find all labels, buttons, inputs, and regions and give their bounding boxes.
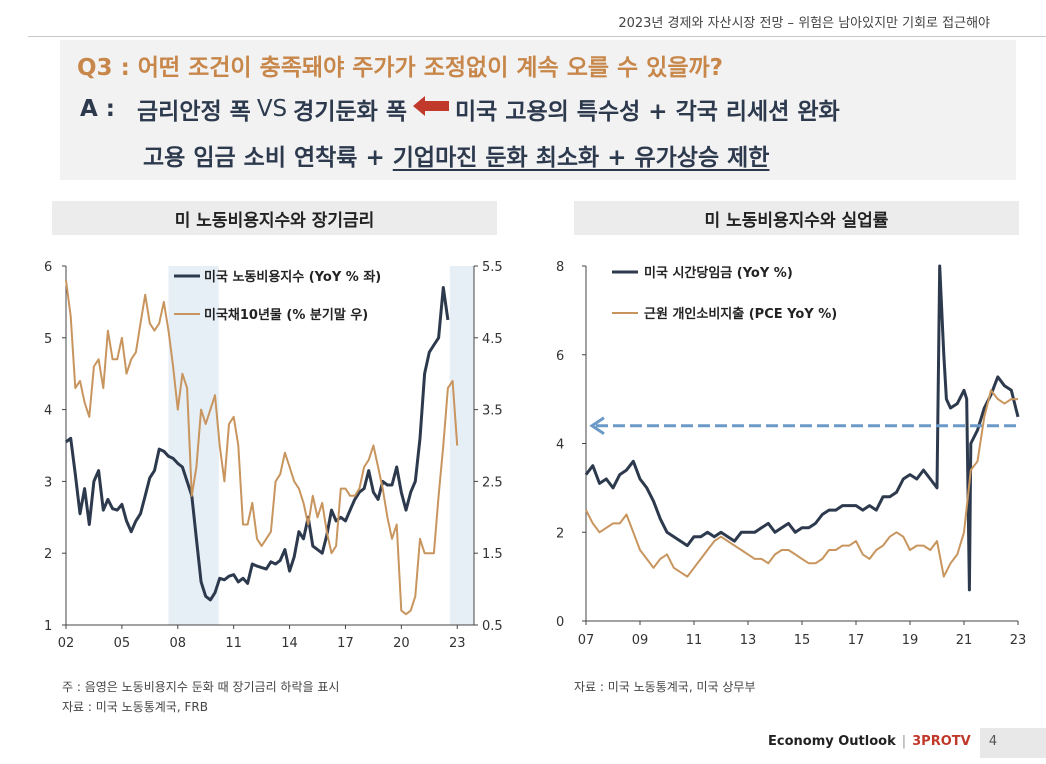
left-chart-title: 미 노동비용지수와 장기금리: [52, 201, 497, 235]
y-tick-label-left: 1: [44, 619, 52, 634]
y-tick-label: 4: [556, 438, 564, 453]
x-tick-label: 19: [902, 633, 919, 648]
y-tick-label: 2: [556, 526, 564, 541]
answer-vs: VS: [256, 96, 288, 122]
legend-label: 미국채10년물 (% 분기말 우): [204, 307, 368, 323]
qa-panel: [60, 40, 1016, 180]
x-tick-label: 21: [956, 633, 973, 648]
legend-label: 근원 개인소비지출 (PCE YoY %): [644, 306, 837, 322]
shaded-period-0: [168, 266, 219, 625]
x-tick-label: 23: [1010, 633, 1027, 648]
y-tick-label-left: 6: [44, 260, 52, 275]
x-tick-label: 17: [848, 633, 865, 648]
x-tick-label: 07: [578, 633, 595, 648]
footer-separator: |: [901, 734, 907, 749]
y-tick-label-left: 5: [44, 332, 52, 347]
series-line-0: [584, 264, 1020, 592]
page-number-box: [980, 728, 1046, 758]
right-chart-notes: 자료 : 미국 노동통계국, 미국 상무부: [574, 677, 756, 697]
series-line-1: [585, 389, 1018, 578]
left-chart-source: 자료 : 미국 노동통계국, FRB: [62, 700, 208, 714]
x-tick-label: 23: [449, 636, 466, 651]
footer: Economy Outlook | 3PROTV 4: [768, 734, 997, 749]
y-tick-label-left: 2: [44, 547, 52, 562]
shaded-period-1: [449, 266, 474, 625]
x-tick-label: 17: [337, 636, 354, 651]
answer-part-3: 미국 고용의 특수성 + 각국 리세션 완화: [454, 99, 840, 125]
left-chart-notes: 주 : 음영은 노동비용지수 둔화 때 장기금리 하락을 표시 자료 : 미국 …: [62, 677, 339, 717]
y-tick-label: 0: [556, 615, 564, 630]
answer-label: A :: [80, 96, 116, 122]
answer2-prefix: 고용 임금 소비 연착륙 +: [143, 145, 393, 171]
right-chart-source: 자료 : 미국 노동통계국, 미국 상무부: [574, 680, 756, 694]
x-tick-label: 08: [170, 636, 187, 651]
answer-part-1: 금리안정 폭: [137, 99, 251, 125]
question-text: Q3 : 어떤 조건이 충족돼야 주가가 조정없이 계속 오를 수 있을까?: [77, 55, 724, 81]
report-subtitle: 2023년 경제와 자산시장 전망 – 위험은 남아있지만 기회로 접근해야: [618, 16, 990, 31]
y-tick-label-right: 3.5: [482, 404, 503, 419]
left-arrow-icon: [412, 96, 449, 122]
x-tick-label: 02: [58, 636, 75, 651]
y-tick-label-left: 3: [44, 475, 52, 490]
legend-label: 미국 노동비용지수 (YoY % 좌): [204, 269, 381, 285]
x-tick-label: 05: [114, 636, 131, 651]
y-tick-label-right: 4.5: [482, 332, 503, 347]
legend-label: 미국 시간당임금 (YoY %): [644, 265, 793, 281]
x-tick-label: 13: [740, 633, 757, 648]
y-tick-label: 8: [556, 260, 564, 275]
x-tick-label: 11: [225, 636, 242, 651]
right-chart-title: 미 노동비용지수와 실업률: [574, 201, 1019, 235]
x-tick-label: 20: [393, 636, 410, 651]
answer-line-1: A : 금리안정 폭 VS 경기둔화 폭 미국 고용의 특수성 + 각국 리세션…: [80, 92, 840, 126]
top-header-bar: 2023년 경제와 자산시장 전망 – 위험은 남아있지만 기회로 접근해야: [0, 0, 1046, 36]
series-line-1: [65, 280, 459, 616]
y-tick-label-right: 1.5: [482, 547, 503, 562]
page-number: 4: [988, 734, 998, 749]
left-chart-note: 주 : 음영은 노동비용지수 둔화 때 장기금리 하락을 표시: [62, 680, 340, 694]
x-tick-label: 15: [794, 633, 811, 648]
footer-brand: 3PROTV: [912, 734, 971, 749]
header-divider: [28, 36, 1046, 37]
x-tick-label: 09: [632, 633, 649, 648]
y-tick-label-right: 0.5: [482, 619, 503, 634]
footer-label: Economy Outlook: [768, 734, 896, 749]
answer-line-2: 고용 임금 소비 연착륙 + 기업마진 둔화 최소화 + 유가상승 제한: [143, 138, 769, 172]
reference-arrowhead-icon: [589, 416, 605, 435]
y-tick-label-right: 2.5: [482, 475, 503, 490]
x-tick-label: 11: [686, 633, 703, 648]
series-line-0: [65, 286, 450, 602]
y-tick-label-right: 5.5: [482, 260, 503, 275]
y-tick-label: 6: [556, 349, 564, 364]
answer-part-2: 경기둔화 폭: [293, 99, 407, 125]
answer2-underlined: 기업마진 둔화 최소화 + 유가상승 제한: [392, 145, 770, 171]
x-tick-label: 14: [281, 636, 298, 651]
y-tick-label-left: 4: [44, 404, 52, 419]
